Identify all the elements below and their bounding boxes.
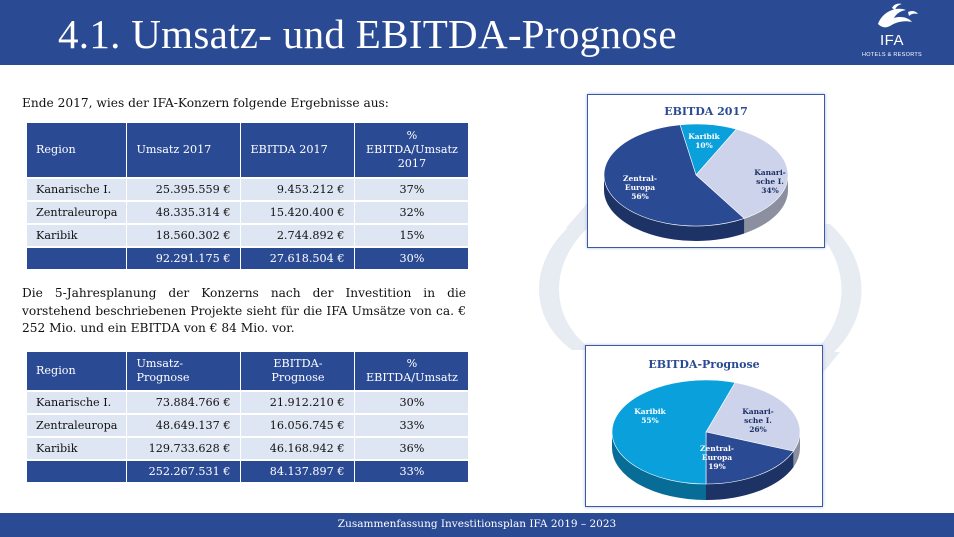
pie-slice-label: Kanari-sche I. 26% (742, 407, 774, 434)
table-cell: 46.168.942 € (241, 438, 355, 459)
pie-slice-side (604, 175, 745, 242)
table-cell: 21.912.210 € (241, 392, 355, 413)
pie-slice (705, 382, 801, 452)
table-cell: 129.733.628 € (127, 438, 241, 459)
header-bar: 4.1. Umsatz- und EBITDA-Prognose IFA HOT… (0, 0, 954, 65)
table-row: Zentraleuropa 48.335.314 €15.420.400 €32% (27, 202, 469, 223)
total-row: 92.291.175 €27.618.504 €30% (27, 248, 469, 269)
col-ebitda: EBITDA 2017 (241, 123, 355, 177)
table-cell: 30% (355, 392, 469, 413)
col-region: Region (27, 352, 127, 390)
table-cell: 32% (355, 202, 469, 223)
total-cell: 33% (355, 461, 469, 482)
table-cell: Zentraleuropa (27, 415, 127, 436)
table-cell: 48.649.137 € (127, 415, 241, 436)
table-cell: 2.744.892 € (241, 225, 355, 246)
pie-slice-label: Karibik 55% (634, 407, 666, 425)
pie-slice-side (706, 451, 794, 500)
total-cell (27, 461, 127, 482)
table-cell: Karibik (27, 225, 127, 246)
table-cell: Kanarische I. (27, 179, 127, 200)
pie-slice-side (612, 432, 706, 500)
table-cell: Karibik (27, 438, 127, 459)
logo-subtitle: HOTELS & RESORTS (861, 52, 923, 58)
table-row: Kanarische I. 73.884.766 €21.912.210 €30% (27, 392, 469, 413)
table-row: Kanarische I. 25.395.559 €9.453.212 €37% (27, 179, 469, 200)
logo-brand: IFA (879, 32, 904, 49)
planning-text: Die 5-Jahresplanung der Konzerns nach de… (22, 286, 466, 335)
intro-text: Ende 2017, wies der IFA-Konzern folgende… (22, 96, 389, 110)
pie-slice-label: Karibik 10% (688, 132, 720, 150)
table-cell: 15.420.400 € (241, 202, 355, 223)
pie-chart-svg: Karibik 10% Kanari-sche I. 34% Zentral-Europ… (603, 123, 789, 242)
table-header-row: Region Umsatz-Prognose EBITDA- Prognose … (27, 352, 469, 390)
table-cell: 18.560.302 € (127, 225, 241, 246)
pie-slice (695, 128, 789, 219)
table-row: Zentraleuropa 48.649.137 €16.056.745 €33% (27, 415, 469, 436)
table-cell: 25.395.559 € (127, 179, 241, 200)
pie-slice (705, 431, 794, 485)
table-row: Karibik 129.733.628 €46.168.942 €36% (27, 438, 469, 459)
table-cell: 37% (355, 179, 469, 200)
pie-slice-label: Zentral-Europa 56% (623, 174, 657, 201)
table-cell: 73.884.766 € (127, 392, 241, 413)
total-cell: 27.618.504 € (241, 248, 355, 269)
table-cell: 16.056.745 € (241, 415, 355, 436)
pie-slice-side (793, 432, 800, 468)
col-umsatz-prognose: Umsatz-Prognose (127, 352, 241, 390)
pie-slice (611, 379, 736, 485)
footer-bar: Zusammenfassung Investitionsplan IFA 201… (0, 513, 954, 537)
table-row: Karibik 18.560.302 €2.744.892 €15% (27, 225, 469, 246)
col-percent: % EBITDA/Umsatz (355, 352, 469, 390)
total-cell: 84.137.897 € (241, 461, 355, 482)
pie-slice-label: Zentral-Europa 19% (700, 444, 734, 471)
forecast-table: Region Umsatz-Prognose EBITDA- Prognose … (26, 350, 469, 484)
fish-icon (878, 3, 918, 28)
table-header-row: Region Umsatz 2017 EBITDA 2017 % EBITDA/… (27, 123, 469, 177)
pie-slice-side (744, 175, 788, 234)
page-title: 4.1. Umsatz- und EBITDA-Prognose (58, 11, 677, 57)
table-cell: 9.453.212 € (241, 179, 355, 200)
pie-slice (603, 124, 745, 227)
total-row: 252.267.531 €84.137.897 €33% (27, 461, 469, 482)
chart-title: EBITDA-Prognose (648, 358, 760, 371)
total-cell (27, 248, 127, 269)
col-region: Region (27, 123, 127, 177)
total-cell: 30% (355, 248, 469, 269)
ifa-logo: IFA HOTELS & RESORTS (852, 2, 932, 62)
table-cell: 15% (355, 225, 469, 246)
results-2017-table: Region Umsatz 2017 EBITDA 2017 % EBITDA/… (26, 121, 469, 271)
chart-title: EBITDA 2017 (664, 105, 748, 118)
table-cell: 36% (355, 438, 469, 459)
table-cell: 48.335.314 € (127, 202, 241, 223)
table-cell: Kanarische I. (27, 392, 127, 413)
col-umsatz: Umsatz 2017 (127, 123, 241, 177)
col-ebitda-prognose: EBITDA- Prognose (241, 352, 355, 390)
total-cell: 92.291.175 € (127, 248, 241, 269)
total-cell: 252.267.531 € (127, 461, 241, 482)
ebitda-2017-chart: EBITDA 2017 Karibik 10% Kanari-sche I. 34% Z… (587, 94, 825, 248)
col-percent: % EBITDA/Umsatz 2017 (355, 123, 469, 177)
pie-chart-svg: Kanari-sche I. 26% Zentral-Europa 19% Karibi… (611, 379, 801, 500)
table-cell: Zentraleuropa (27, 202, 127, 223)
footer-text: Zusammenfassung Investitionsplan IFA 201… (337, 518, 617, 530)
pie-slice-label: Kanari-sche I. 34% (754, 168, 786, 195)
ebitda-prognose-chart: EBITDA-Prognose Kanari-sche I. 26% Zentral… (585, 345, 823, 507)
table-cell: 33% (355, 415, 469, 436)
